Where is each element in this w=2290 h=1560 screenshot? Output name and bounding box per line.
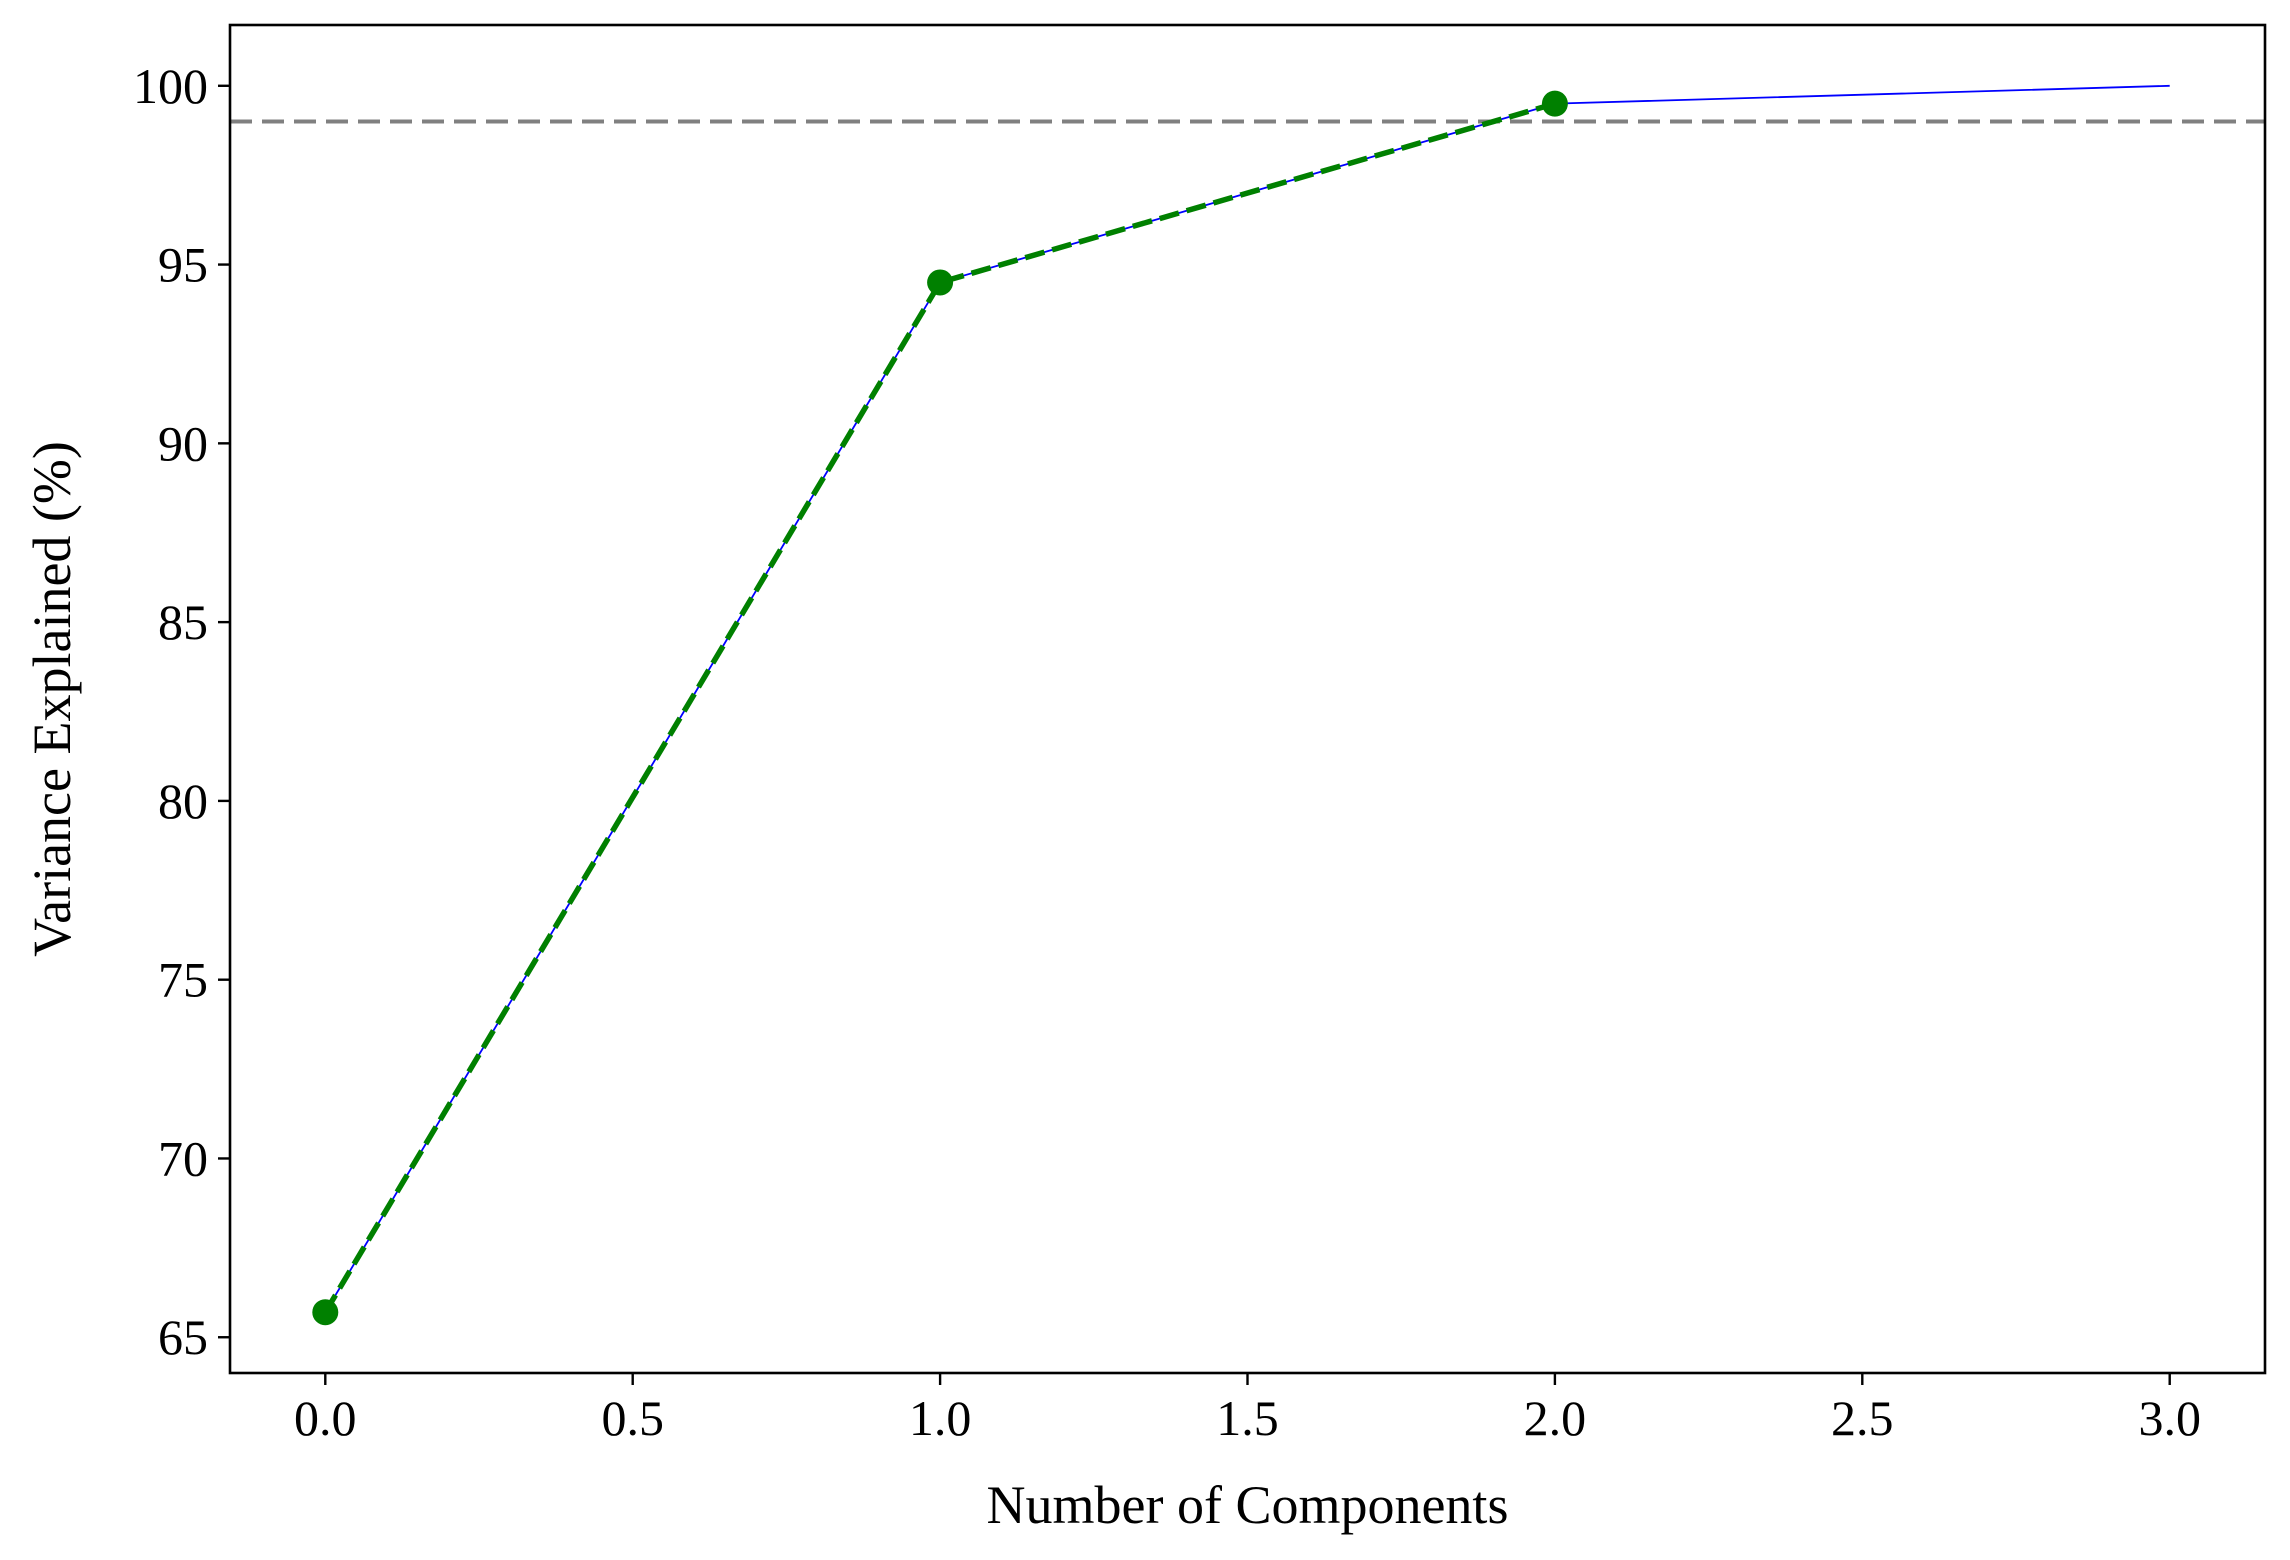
y-tick-label: 65 — [158, 1309, 208, 1365]
x-tick-label: 1.5 — [1216, 1390, 1279, 1446]
x-tick-label: 1.0 — [909, 1390, 972, 1446]
axes: 0.0 0.5 1.0 1.5 2.0 2.5 3.0 65 70 75 80 85 90 95 100 — [133, 23, 2267, 1446]
data-point-1-2 — [1541, 90, 1568, 117]
y-tick-label: 75 — [158, 952, 208, 1008]
plot-area — [230, 84, 2265, 1326]
plot-frame — [228, 23, 2267, 1375]
y-tick-label: 100 — [133, 58, 208, 114]
y-tick-label: 90 — [158, 415, 208, 471]
x-axis-label: Number of Components — [987, 1475, 1509, 1535]
y-tick-label: 70 — [158, 1130, 208, 1186]
plot-content — [230, 84, 2265, 1326]
series-line-0 — [324, 84, 2170, 1313]
y-tick-label: 80 — [158, 773, 208, 829]
y-axis-label: Variance Explained (%) — [22, 441, 82, 957]
x-tick-label: 2.0 — [1524, 1390, 1587, 1446]
series-line-1 — [322, 101, 1556, 1314]
x-tick-label: 0.5 — [601, 1390, 664, 1446]
y-tick-label: 85 — [158, 594, 208, 650]
x-tick-label: 0.0 — [294, 1390, 357, 1446]
data-point-1-1 — [927, 269, 954, 296]
x-tick-label: 3.0 — [2138, 1390, 2201, 1446]
x-tick-label: 2.5 — [1831, 1390, 1894, 1446]
data-point-1-0 — [312, 1299, 339, 1326]
y-tick-label: 95 — [158, 237, 208, 293]
